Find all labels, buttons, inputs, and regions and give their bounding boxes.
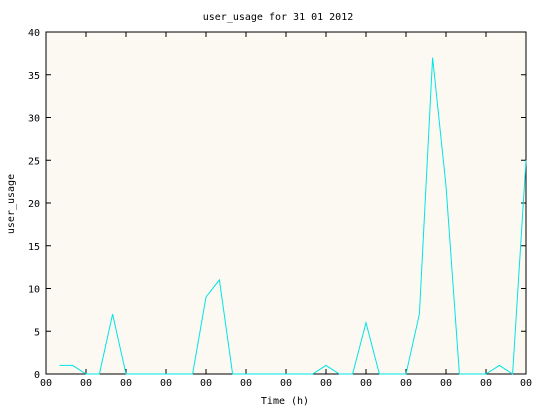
y-axis-label: user_usage — [6, 174, 17, 234]
y-tick-label: 25 — [28, 156, 40, 167]
x-tick-label: 00 — [320, 378, 332, 389]
y-tick-label: 35 — [28, 71, 40, 82]
x-axis: 00 00 00 00 00 00 00 00 00 00 00 00 00 — [40, 32, 532, 389]
y-tick-label: 30 — [28, 114, 40, 125]
y-tick-label: 15 — [28, 242, 40, 253]
chart-title: user_usage for 31 01 2012 — [203, 12, 354, 23]
y-tick-label: 5 — [34, 327, 40, 338]
x-tick-label: 00 — [160, 378, 172, 389]
x-tick-label: 00 — [280, 378, 292, 389]
y-axis: 0 5 10 15 20 25 30 35 40 — [28, 28, 526, 381]
series-line — [59, 57, 527, 375]
y-tick-label: 20 — [28, 199, 40, 210]
x-tick-label: 00 — [240, 378, 252, 389]
y-tick-label: 10 — [28, 285, 40, 296]
x-tick-label: 00 — [120, 378, 132, 389]
x-tick-label: 00 — [440, 378, 452, 389]
y-tick-label: 40 — [28, 28, 40, 39]
plot-area — [45, 31, 527, 375]
x-tick-label: 00 — [360, 378, 372, 389]
y-tick-label: 0 — [34, 370, 40, 381]
x-tick-label: 00 — [40, 378, 52, 389]
x-tick-label: 00 — [400, 378, 412, 389]
x-tick-label: 00 — [480, 378, 492, 389]
x-axis-label: Time (h) — [261, 396, 309, 407]
x-tick-label: 00 — [80, 378, 92, 389]
x-tick-label: 00 — [200, 378, 212, 389]
x-tick-label: 00 — [520, 378, 532, 389]
